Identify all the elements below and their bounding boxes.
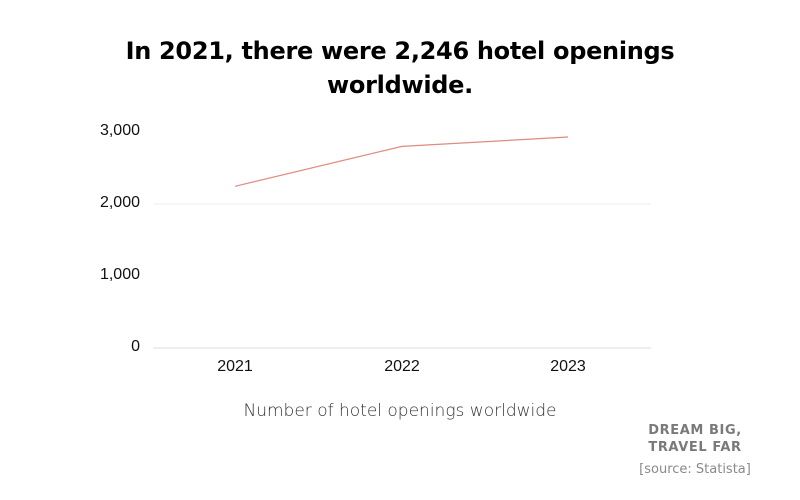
series-line-hotel-openings (234, 136, 569, 187)
y-tick-3000: 3,000 (99, 122, 140, 139)
y-tick-1000: 1,000 (99, 266, 140, 283)
x-tick-2023: 2023 (550, 358, 586, 375)
source-note: [source: Statista] (639, 462, 751, 477)
x-tick-2022: 2022 (384, 358, 420, 375)
brand-line-2: TRAVEL FAR (648, 440, 742, 455)
y-tick-0: 0 (131, 338, 140, 355)
x-axis-label: Number of hotel openings worldwide (243, 401, 557, 421)
brand-tagline: DREAM BIG, TRAVEL FAR (620, 422, 770, 456)
chart-title: In 2021, there were 2,246 hotel openings… (125, 37, 675, 99)
y-tick-2000: 2,000 (99, 194, 140, 211)
brand-line-1: DREAM BIG, (648, 423, 742, 438)
x-tick-2021: 2021 (217, 358, 253, 375)
